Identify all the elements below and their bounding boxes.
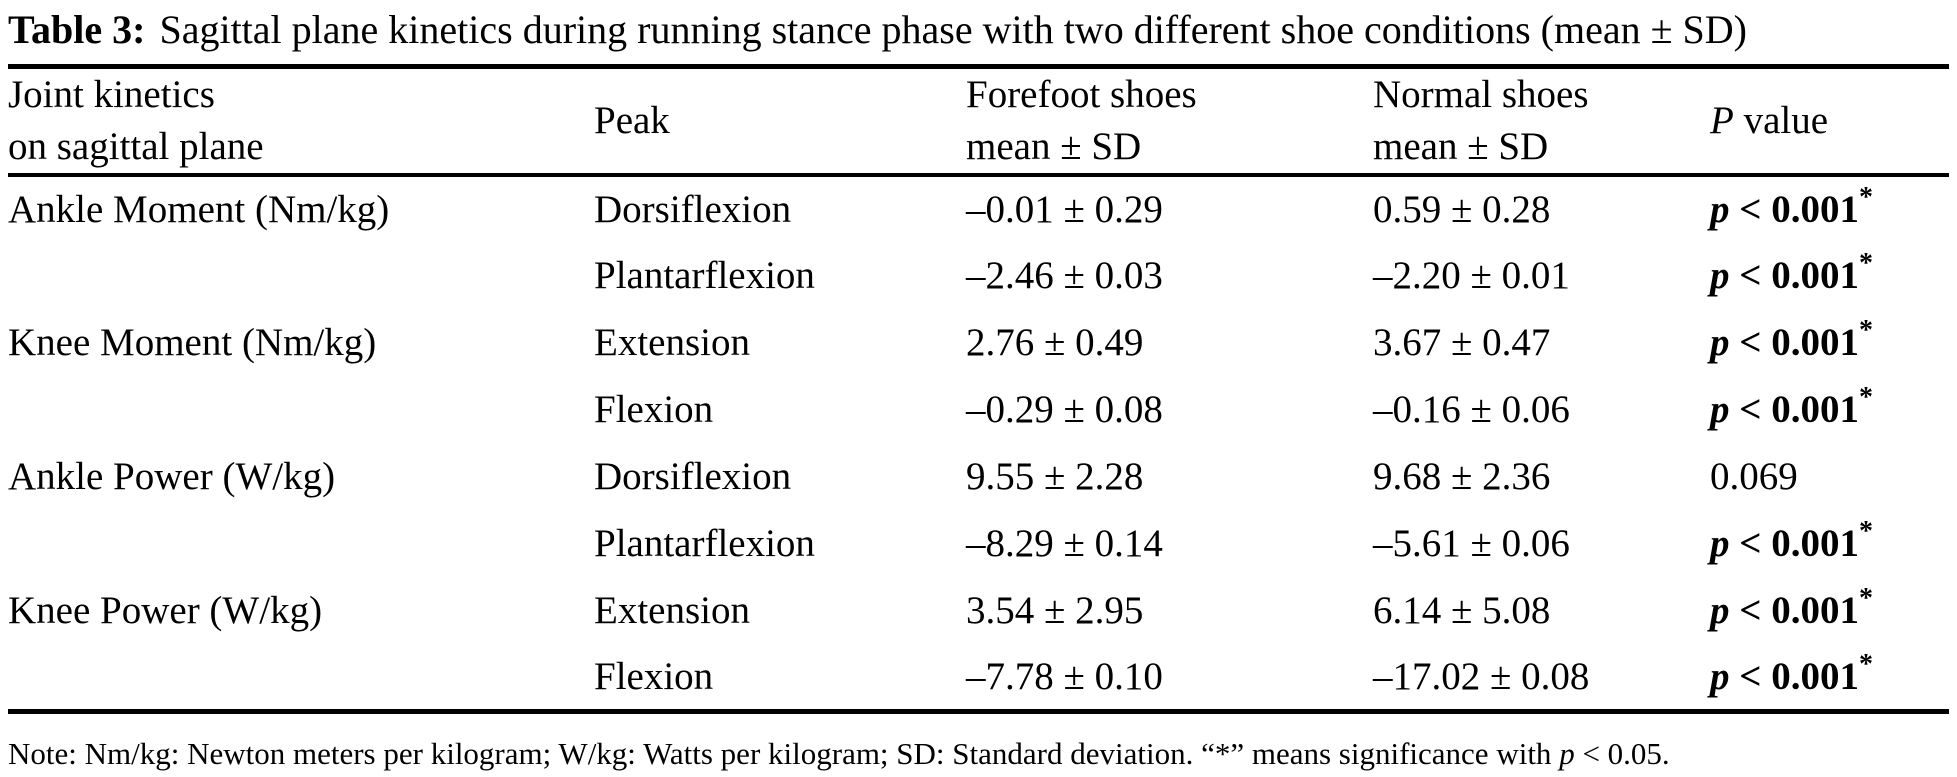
header-row: Joint kinetics on sagittal plane Peak Fo… [8, 66, 1949, 177]
significance-asterisk: * [1858, 315, 1873, 346]
significance-asterisk: * [1858, 248, 1873, 279]
joint-cell [8, 644, 594, 711]
peak-cell: Flexion [594, 388, 714, 431]
forefoot-cell: –0.01 ± 0.29 [966, 188, 1163, 231]
pvalue-bold-text: < 0.001 [1729, 589, 1859, 632]
header-forefoot-line2: mean ± SD [966, 125, 1142, 168]
joint-cell: Knee Moment (Nm/kg) [8, 321, 377, 364]
pvalue-plain-text: 0.069 [1710, 455, 1798, 498]
header-joint-line2: on sagittal plane [8, 125, 264, 168]
normal-cell: –0.16 ± 0.06 [1373, 388, 1570, 431]
footnote-text-end: < 0.05. [1574, 736, 1670, 771]
table-row: Knee Moment (Nm/kg) Extension 2.76 ± 0.4… [8, 309, 1949, 376]
pvalue-italic-p: p [1710, 254, 1730, 297]
peak-cell: Extension [594, 321, 750, 364]
footnote-italic-p: p [1559, 736, 1575, 771]
joint-cell: Knee Power (W/kg) [8, 589, 323, 632]
pvalue-italic-p: p [1710, 188, 1730, 231]
normal-cell: 3.67 ± 0.47 [1373, 321, 1551, 364]
pvalue-italic-p: p [1710, 388, 1730, 431]
table-row: Plantarflexion –8.29 ± 0.14 –5.61 ± 0.06… [8, 510, 1949, 577]
joint-cell: Ankle Power (W/kg) [8, 455, 336, 498]
peak-cell: Dorsiflexion [594, 455, 792, 498]
header-normal: Normal shoes mean ± SD [1373, 66, 1710, 177]
header-joint-line1: Joint kinetics [8, 73, 215, 116]
normal-cell: –2.20 ± 0.01 [1373, 254, 1570, 297]
pvalue-cell: p < 0.001* [1710, 577, 1949, 644]
significance-asterisk: * [1858, 516, 1873, 547]
pvalue-italic-p: p [1710, 321, 1730, 364]
kinetics-table: Joint kinetics on sagittal plane Peak Fo… [8, 64, 1949, 714]
header-pvalue-rest: value [1733, 99, 1829, 142]
normal-cell: 9.68 ± 2.36 [1373, 455, 1551, 498]
forefoot-cell: 3.54 ± 2.95 [966, 589, 1144, 632]
table-row: Plantarflexion –2.46 ± 0.03 –2.20 ± 0.01… [8, 242, 1949, 309]
pvalue-cell: p < 0.001* [1710, 376, 1949, 443]
pvalue-italic-p: p [1710, 654, 1730, 698]
normal-cell: 6.14 ± 5.08 [1373, 589, 1551, 632]
table-row: Ankle Power (W/kg) Dorsiflexion 9.55 ± 2… [8, 443, 1949, 510]
joint-cell [8, 242, 594, 309]
significance-asterisk: * [1858, 382, 1873, 413]
significance-asterisk: * [1858, 648, 1873, 680]
pvalue-bold-text: < 0.001 [1729, 388, 1859, 431]
pvalue-bold-text: < 0.001 [1729, 321, 1859, 364]
normal-cell: –5.61 ± 0.06 [1373, 522, 1570, 565]
forefoot-cell: –2.46 ± 0.03 [966, 254, 1163, 297]
peak-cell: Flexion [594, 654, 714, 698]
table-row: Ankle Moment (Nm/kg) Dorsiflexion –0.01 … [8, 175, 1949, 242]
pvalue-bold-text: < 0.001 [1729, 522, 1859, 565]
pvalue-cell: p < 0.001* [1710, 309, 1949, 376]
table-row: Flexion –7.78 ± 0.10 –17.02 ± 0.08 p < 0… [8, 644, 1949, 711]
header-joint: Joint kinetics on sagittal plane [8, 66, 594, 177]
table-caption-label: Table 3: [8, 7, 146, 52]
pvalue-cell: 0.069 [1710, 443, 1949, 510]
pvalue-italic-p: p [1710, 522, 1730, 565]
table-row: Knee Power (W/kg) Extension 3.54 ± 2.95 … [8, 577, 1949, 644]
joint-cell [8, 376, 594, 443]
table-row: Flexion –0.29 ± 0.08 –0.16 ± 0.06 p < 0.… [8, 376, 1949, 443]
header-normal-line2: mean ± SD [1373, 125, 1549, 168]
footnote-text: Note: Nm/kg: Newton meters per kilogram;… [8, 736, 1560, 771]
forefoot-cell: 9.55 ± 2.28 [966, 455, 1144, 498]
pvalue-bold-text: < 0.001 [1729, 188, 1859, 231]
table-body: Ankle Moment (Nm/kg) Dorsiflexion –0.01 … [8, 175, 1949, 711]
forefoot-cell: –0.29 ± 0.08 [966, 388, 1163, 431]
pvalue-bold-text: < 0.001 [1729, 254, 1859, 297]
table-footnote: Note: Nm/kg: Newton meters per kilogram;… [8, 735, 1953, 773]
forefoot-cell: 2.76 ± 0.49 [966, 321, 1144, 364]
peak-cell: Plantarflexion [594, 254, 815, 297]
table-caption: Table 3: Sagittal plane kinetics during r… [8, 6, 1953, 54]
significance-asterisk: * [1858, 182, 1873, 213]
header-pvalue-italic: P [1710, 99, 1734, 142]
table-header: Joint kinetics on sagittal plane Peak Fo… [8, 66, 1949, 177]
peak-cell: Extension [594, 589, 750, 632]
normal-cell: 0.59 ± 0.28 [1373, 188, 1551, 231]
header-pvalue: P value [1710, 66, 1949, 177]
header-forefoot: Forefoot shoes mean ± SD [966, 66, 1373, 177]
joint-cell: Ankle Moment (Nm/kg) [8, 188, 390, 231]
forefoot-cell: –7.78 ± 0.10 [966, 654, 1163, 698]
pvalue-bold-text: < 0.001 [1729, 654, 1859, 698]
significance-asterisk: * [1858, 583, 1873, 614]
pvalue-cell: p < 0.001* [1710, 175, 1949, 242]
table-caption-text: Sagittal plane kinetics during running s… [159, 7, 1747, 52]
peak-cell: Plantarflexion [594, 522, 815, 565]
header-peak: Peak [594, 66, 966, 177]
header-normal-line1: Normal shoes [1373, 73, 1589, 116]
joint-cell [8, 510, 594, 577]
pvalue-cell: p < 0.001* [1710, 242, 1949, 309]
pvalue-italic-p: p [1710, 589, 1730, 632]
peak-cell: Dorsiflexion [594, 188, 792, 231]
normal-cell: –17.02 ± 0.08 [1373, 654, 1590, 698]
header-forefoot-line1: Forefoot shoes [966, 73, 1197, 116]
pvalue-cell: p < 0.001* [1710, 644, 1949, 711]
forefoot-cell: –8.29 ± 0.14 [966, 522, 1163, 565]
pvalue-cell: p < 0.001* [1710, 510, 1949, 577]
